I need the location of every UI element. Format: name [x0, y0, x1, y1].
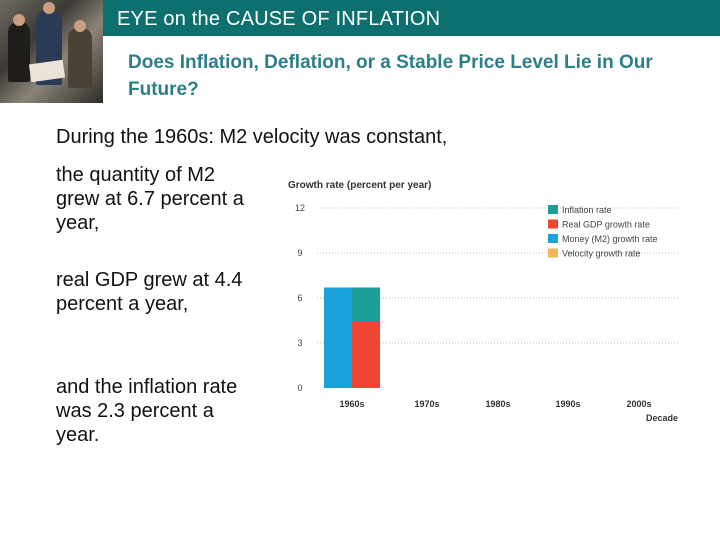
y-tick-label: 12 [295, 203, 305, 213]
bar-inflation-rate [352, 287, 380, 322]
page-title: EYE on the CAUSE OF INFLATION [117, 8, 441, 30]
photo-head [74, 20, 86, 32]
chart-x-axis-label: Decade [646, 413, 678, 423]
bullet-inflation-rate: and the inflation rate was 2.3 percent a… [56, 376, 238, 446]
legend-label: Inflation rate [562, 205, 612, 215]
bullet-real-gdp-growth: real GDP grew at 4.4 percent a year, [56, 269, 243, 315]
x-tick-label: 1990s [555, 399, 580, 409]
y-tick-label: 9 [297, 248, 302, 258]
legend-label: Velocity growth rate [562, 249, 641, 259]
x-tick-label: 1980s [485, 399, 510, 409]
x-tick-label: 1970s [414, 399, 439, 409]
y-tick-label: 0 [297, 383, 302, 393]
chart-x-ticks: 1960s 1970s 1980s 1990s 2000s [339, 399, 651, 409]
photo-figure [68, 28, 92, 88]
legend-swatch [548, 219, 558, 229]
chart-y-ticks: 0 3 6 9 12 [295, 203, 305, 393]
x-tick-label: 2000s [626, 399, 651, 409]
y-tick-label: 3 [297, 338, 302, 348]
legend-label: Real GDP growth rate [562, 220, 650, 230]
lead-text: During the 1960s: M2 velocity was consta… [56, 126, 448, 148]
legend-label: Money (M2) growth rate [562, 234, 658, 244]
photo-head [13, 14, 25, 26]
bar-money-growth [324, 287, 352, 388]
chart-title: Growth rate (percent per year) [288, 180, 431, 191]
x-tick-label: 1960s [339, 399, 364, 409]
photo-figure [8, 22, 30, 82]
slide-subtitle: Does Inflation, Deflation, or a Stable P… [128, 52, 653, 100]
bullet-money-growth: the quantity of M2 grew at 6.7 percent a… [56, 164, 244, 234]
chart-legend: Inflation rate Real GDP growth rate Money … [548, 205, 658, 259]
photo-head [43, 2, 55, 14]
growth-rate-chart: 0 3 6 9 12 1960s 1970s 1980s 1990s 2000s Inflati… [288, 180, 680, 423]
stock-exchange-photo [0, 0, 103, 103]
header-banner [103, 0, 720, 36]
chart-bars [324, 287, 380, 388]
y-tick-label: 6 [297, 293, 302, 303]
legend-swatch [548, 234, 558, 243]
legend-swatch [548, 205, 558, 214]
legend-swatch [548, 248, 558, 258]
bar-real-gdp-growth [352, 322, 380, 388]
